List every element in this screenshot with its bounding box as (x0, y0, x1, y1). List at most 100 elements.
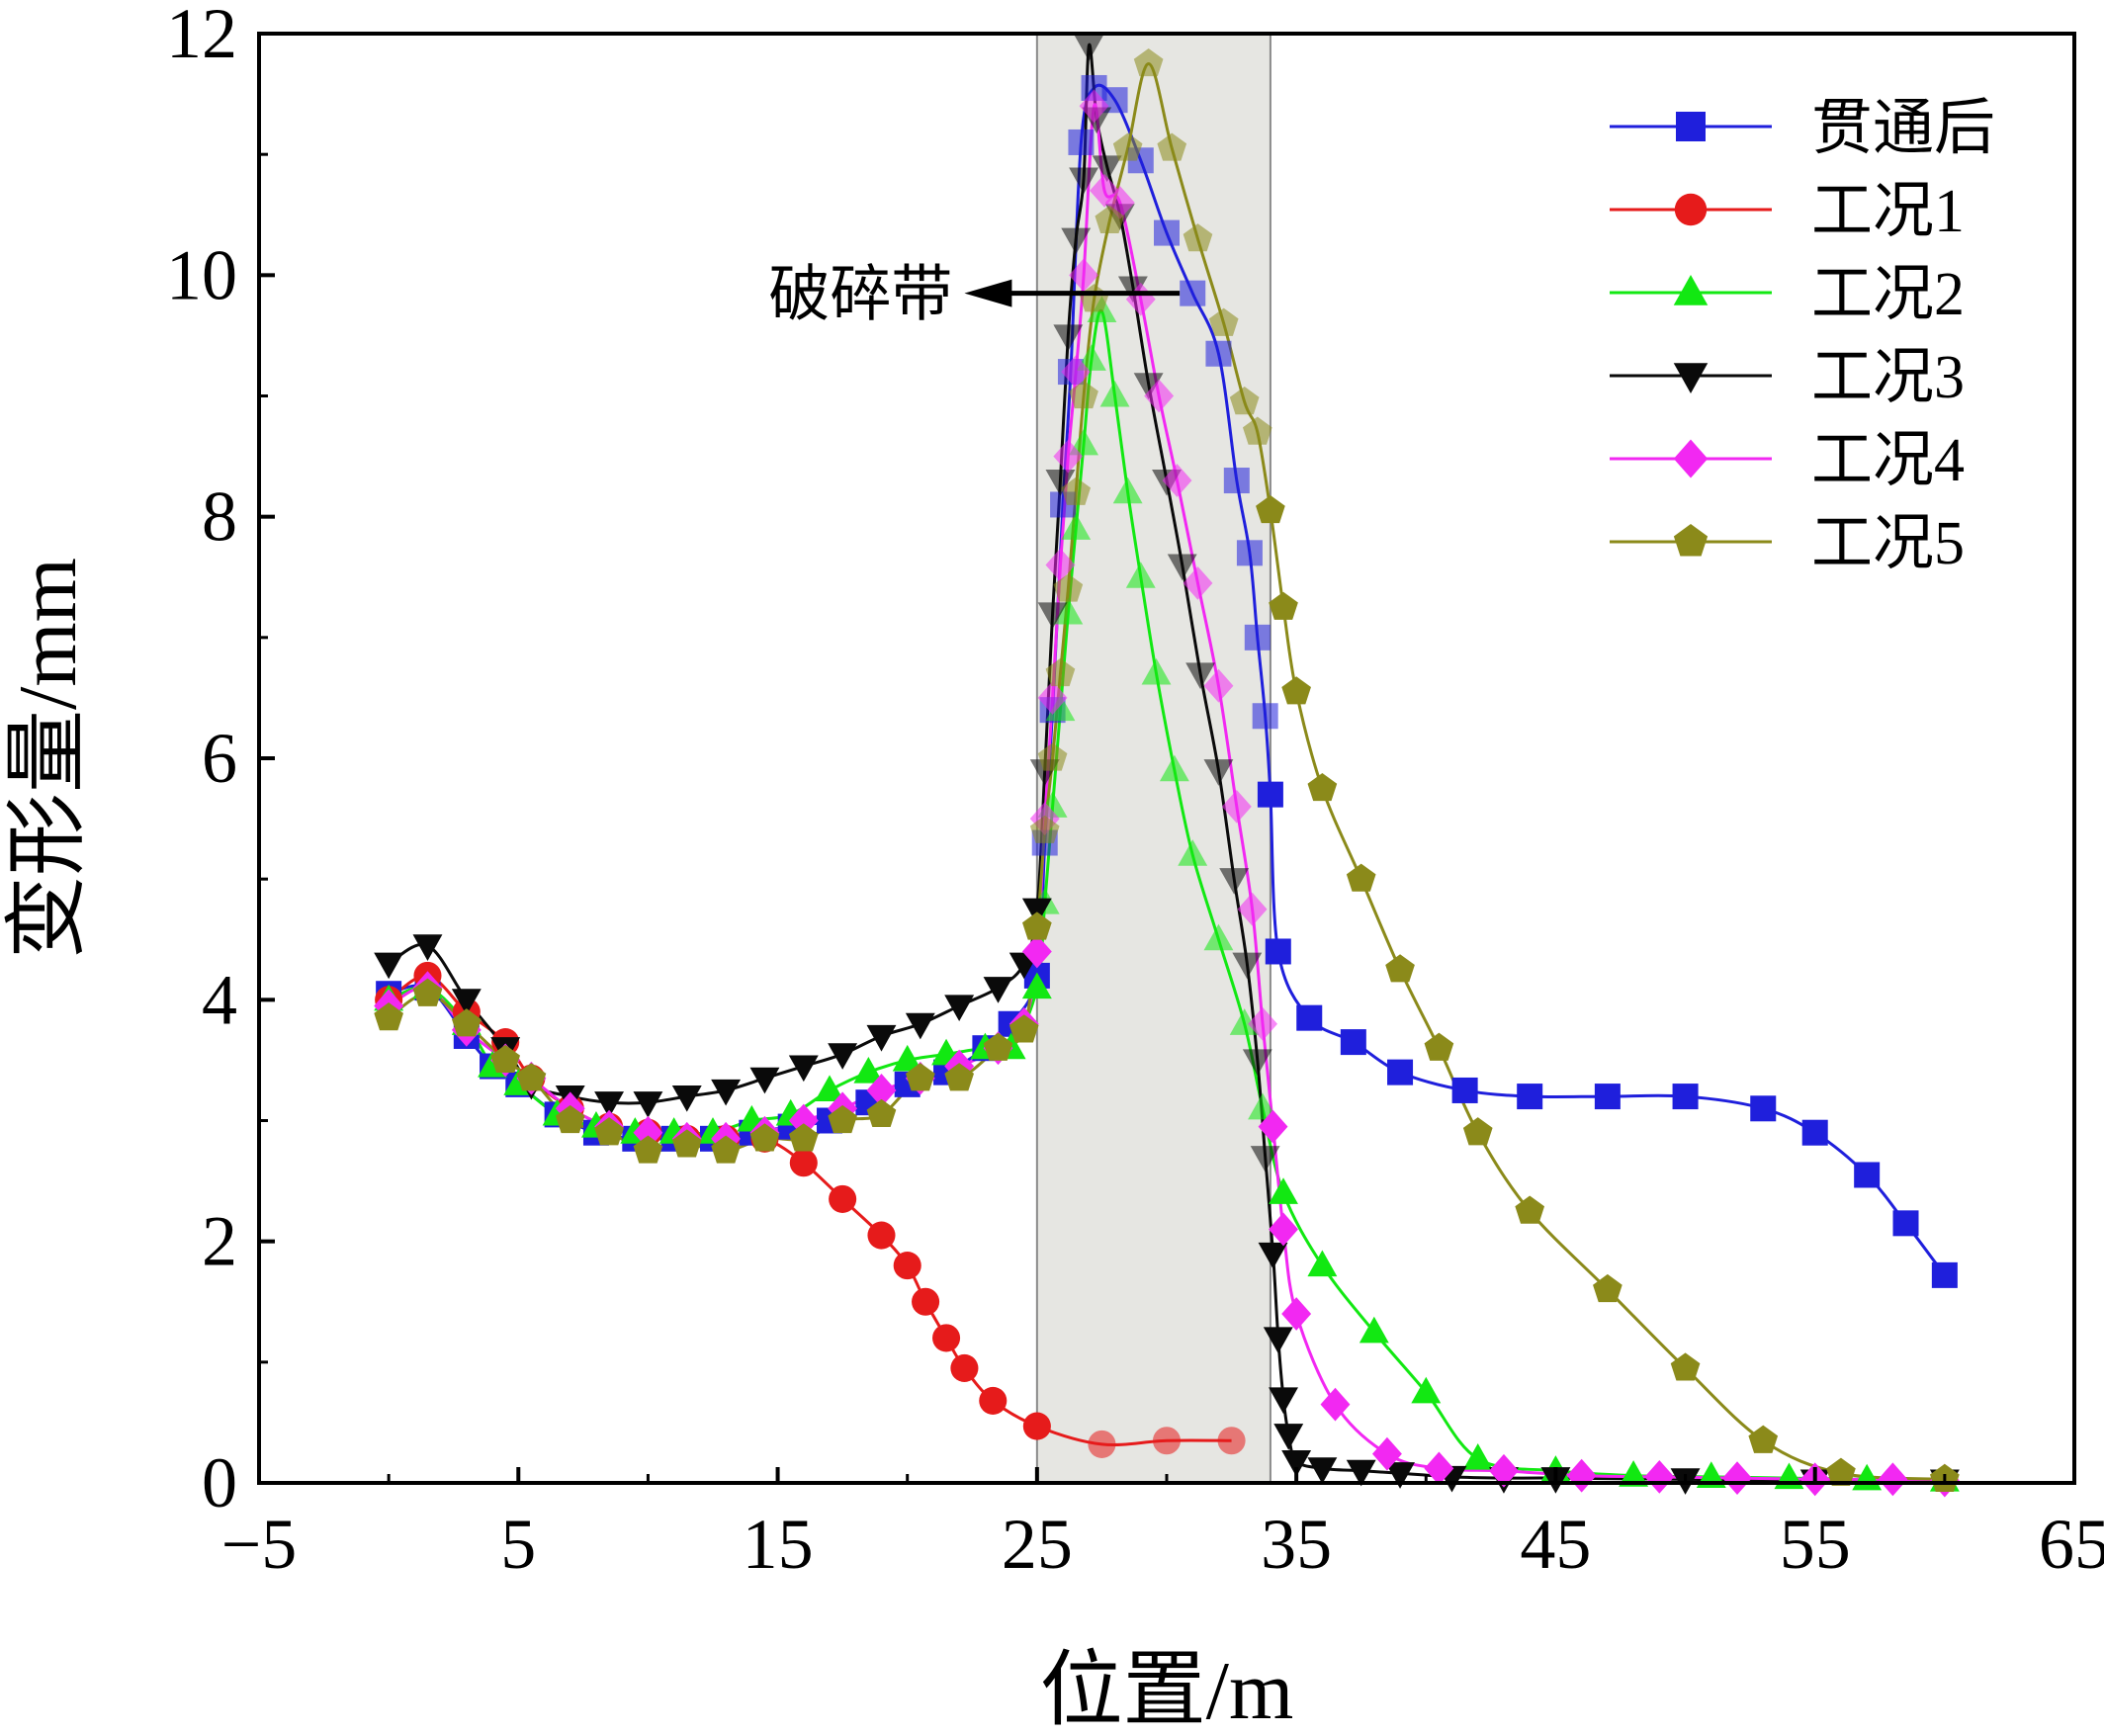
data-point-1 (1217, 1427, 1246, 1455)
data-point-1 (1088, 1430, 1116, 1458)
data-point-1 (1152, 1427, 1182, 1455)
x-axis-title: 位置/m (1040, 1645, 1294, 1736)
data-point-4 (1053, 439, 1084, 474)
data-point-3 (711, 1079, 742, 1106)
data-point-0 (1451, 1077, 1478, 1103)
legend-label: 工况4 (1811, 427, 1965, 494)
x-tick-label: 45 (1520, 1505, 1591, 1584)
data-point-5 (1157, 132, 1187, 161)
data-point-0 (1265, 938, 1291, 965)
data-point-4 (1162, 464, 1192, 497)
data-point-1 (789, 1149, 818, 1177)
legend-label: 工况5 (1811, 510, 1965, 577)
data-point-2 (1178, 839, 1208, 866)
data-point-3 (633, 1091, 663, 1118)
x-tick-label: 65 (2039, 1505, 2104, 1584)
data-point-5 (1061, 477, 1092, 505)
legend-marker (1673, 439, 1709, 478)
data-point-3 (866, 1024, 897, 1052)
data-point-4 (1424, 1451, 1454, 1486)
data-point-0 (1296, 1004, 1323, 1031)
data-point-4 (1144, 379, 1175, 413)
data-point-5 (1183, 223, 1213, 252)
data-point-4 (1090, 173, 1120, 208)
data-point-3 (1053, 324, 1084, 352)
data-point-2 (1053, 597, 1084, 625)
data-point-3 (1133, 373, 1164, 399)
data-point-3 (983, 977, 1013, 1003)
data-point-3 (1219, 868, 1250, 895)
data-point-3 (1258, 1242, 1288, 1269)
data-point-2 (853, 1057, 884, 1084)
data-point-5 (788, 1123, 819, 1152)
data-point-5 (1748, 1425, 1779, 1453)
data-point-5 (1112, 132, 1143, 161)
data-point-5 (374, 1002, 403, 1031)
data-point-4 (1269, 1212, 1298, 1247)
data-point-3 (1269, 1387, 1298, 1415)
data-point-2 (1045, 694, 1076, 722)
y-tick-label: 6 (202, 719, 237, 798)
data-point-0 (1180, 280, 1206, 306)
data-point-3 (1117, 276, 1148, 304)
axis-ticks: −5 5 15 25 35 45 55 65 0 2 4 6 8 10 12 (166, 0, 2104, 1584)
series-line-3 (388, 43, 1945, 1483)
data-point-2 (1203, 923, 1234, 951)
data-point-5 (490, 1044, 521, 1074)
data-point-0 (1252, 703, 1278, 730)
data-point-2 (1069, 428, 1099, 456)
data-point-0 (1387, 1059, 1414, 1085)
data-point-4 (1371, 1436, 1402, 1471)
data-point-0 (1517, 1084, 1543, 1110)
data-point-5 (1385, 954, 1415, 983)
legend-label: 工况1 (1811, 178, 1965, 245)
data-point-3 (1273, 1424, 1304, 1450)
data-point-0 (1892, 1210, 1919, 1237)
data-point-3 (1045, 469, 1076, 496)
data-point-0 (1223, 468, 1250, 494)
data-point-3 (671, 1085, 702, 1112)
data-point-3 (1385, 1462, 1416, 1489)
data-point-3 (594, 1091, 625, 1118)
data-point-5 (516, 1063, 547, 1091)
y-tick-label: 12 (166, 0, 237, 73)
y-tick-label: 8 (202, 477, 237, 557)
data-point-4 (633, 1115, 663, 1150)
data-point-5 (555, 1104, 585, 1134)
data-point-2 (1112, 477, 1143, 504)
data-point-4 (1125, 282, 1156, 316)
data-point-4 (1248, 1006, 1277, 1041)
data-point-4 (1566, 1458, 1597, 1493)
data-point-4 (1237, 892, 1268, 926)
data-point-5 (828, 1104, 857, 1134)
data-point-4 (1258, 1109, 1288, 1144)
data-point-5 (1133, 47, 1164, 77)
data-point-0 (1236, 540, 1263, 566)
data-point-0 (1257, 781, 1283, 808)
data-point-1 (1022, 1412, 1051, 1440)
y-axis-title: 变形量/mm (2, 558, 94, 959)
data-point-5 (1593, 1273, 1622, 1303)
data-point-3 (1069, 167, 1099, 195)
data-point-4 (1061, 355, 1092, 389)
data-point-3 (1167, 554, 1197, 581)
series-markers (374, 35, 1960, 1498)
data-point-3 (1307, 1457, 1338, 1484)
data-point-2 (1141, 657, 1172, 685)
data-point-2 (1359, 1316, 1389, 1344)
data-point-5 (905, 1063, 935, 1091)
data-point-0 (1672, 1084, 1699, 1110)
data-point-5 (711, 1135, 741, 1164)
data-point-1 (932, 1324, 961, 1352)
data-point-3 (905, 1012, 935, 1040)
data-point-5 (749, 1123, 780, 1152)
data-point-1 (867, 1221, 896, 1250)
data-point-4 (866, 1074, 897, 1107)
data-point-5 (1281, 676, 1311, 705)
data-point-5 (1269, 591, 1298, 620)
data-point-1 (912, 1287, 940, 1316)
annotation-arrow-head (964, 279, 1012, 307)
data-point-2 (1099, 380, 1130, 407)
